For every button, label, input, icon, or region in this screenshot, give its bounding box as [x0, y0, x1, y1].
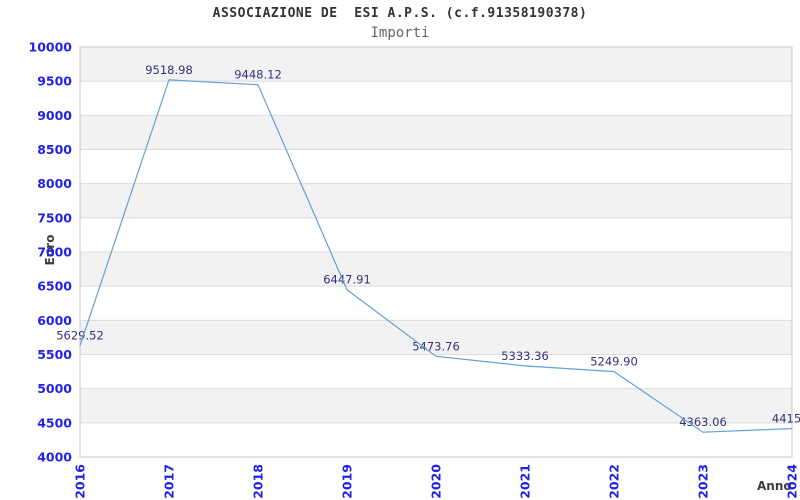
- data-label: 6447.91: [323, 273, 371, 287]
- grid-band: [80, 217, 792, 252]
- y-tick-label: 8000: [37, 176, 72, 191]
- y-tick-label: 10000: [29, 40, 73, 55]
- plot-border: [79, 46, 793, 458]
- grid-band: [80, 183, 792, 218]
- data-label: 5249.90: [590, 355, 638, 369]
- x-tick-label: 2023: [696, 464, 711, 499]
- series-line-importi: [79, 79, 793, 433]
- y-tick-label: 7500: [37, 210, 72, 225]
- grid-band: [80, 47, 792, 82]
- data-label: 4415.5: [772, 412, 800, 426]
- grid-band: [80, 320, 792, 355]
- y-tick-label: 5500: [37, 347, 72, 362]
- x-axis-label: Anno: [757, 479, 792, 493]
- grid-band: [80, 149, 792, 184]
- data-label: 9518.98: [145, 63, 193, 77]
- y-tick-label: 4000: [37, 450, 72, 465]
- grid-band: [80, 81, 792, 116]
- x-tick-label: 2020: [429, 464, 444, 499]
- y-tick-label: 5000: [37, 381, 72, 396]
- x-tick-label: 2019: [340, 464, 355, 499]
- data-label: 5473.76: [412, 339, 460, 353]
- grid-band: [80, 115, 792, 150]
- chart-title: ASSOCIAZIONE DE ESI A.P.S. (c.f.91358190…: [212, 6, 588, 21]
- x-tick-label: 2021: [518, 464, 533, 499]
- y-tick-label: 6500: [37, 279, 72, 294]
- data-label: 9448.12: [234, 68, 282, 82]
- grid-band: [80, 422, 792, 457]
- y-tick-label: 9500: [37, 74, 72, 89]
- chart-subtitle: Importi: [370, 25, 430, 41]
- y-tick-label: 9000: [37, 108, 72, 123]
- y-tick-label: 6000: [37, 313, 72, 328]
- y-tick-label: 4500: [37, 415, 72, 430]
- grid-band: [80, 252, 792, 287]
- data-label: 5333.36: [501, 349, 549, 363]
- grid-band: [80, 388, 792, 423]
- grid-band: [80, 286, 792, 321]
- data-label: 5629.52: [56, 329, 104, 343]
- x-tick-label: 2018: [251, 464, 266, 499]
- x-tick-label: 2017: [162, 464, 177, 499]
- y-tick-label: 7000: [37, 245, 72, 260]
- grid-band: [80, 354, 792, 389]
- x-tick-label: 2022: [607, 464, 622, 499]
- data-label: 4363.06: [679, 415, 727, 429]
- x-tick-label: 2016: [73, 464, 88, 499]
- x-tick-label: 2024: [785, 464, 800, 499]
- y-tick-label: 8500: [37, 142, 72, 157]
